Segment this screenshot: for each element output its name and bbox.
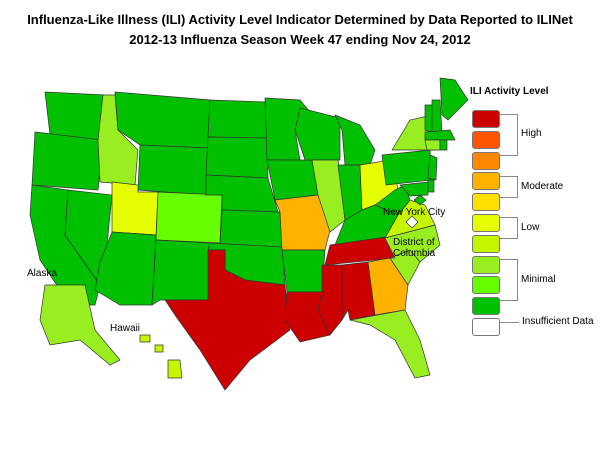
state-DE (427, 179, 435, 193)
legend-swatch-level-1 (472, 297, 500, 316)
label-hawaii: Hawaii (110, 323, 141, 334)
state-PA (381, 149, 433, 186)
legend-high: High (521, 128, 542, 139)
bracket-minimal (499, 259, 518, 301)
legend-swatch-level-5 (472, 214, 500, 232)
state-NC (384, 224, 441, 263)
state-OR (31, 131, 104, 191)
state-HI (154, 344, 164, 353)
legend-swatch-level-0 (472, 318, 500, 336)
state-MA (424, 129, 456, 141)
state-SD (205, 136, 269, 179)
bracket-moderate (499, 176, 518, 198)
bracket-high (499, 114, 518, 156)
state-AZ (94, 231, 157, 306)
state-NM (151, 239, 211, 306)
state-TX (164, 249, 291, 391)
state-AR (281, 249, 326, 293)
legend-swatch-level-2 (472, 276, 500, 295)
legend-swatch-level-7 (472, 172, 500, 191)
map-subtitle: 2012-13 Influenza Season Week 47 ending … (129, 32, 471, 47)
legend-swatch-level-10 (472, 110, 500, 128)
state-FL (349, 309, 431, 379)
bracket-insufficient (499, 322, 519, 323)
state-HI (139, 334, 151, 343)
legend-low: Low (521, 222, 540, 233)
legend-minimal: Minimal (521, 274, 556, 285)
state-ND (207, 99, 268, 139)
bracket-low (499, 217, 518, 239)
legend-swatch-level-4 (472, 234, 500, 253)
legend-swatch-level-3 (472, 255, 500, 274)
state-HI (167, 359, 183, 379)
label-nyc: New York City (383, 207, 446, 218)
legend-swatch-level-8 (472, 151, 500, 170)
legend-swatch-level-6 (472, 193, 500, 212)
state-IA (266, 159, 319, 201)
state-CT (424, 139, 441, 151)
state-RI (439, 139, 448, 151)
state-NH (431, 99, 443, 133)
state-NJ (427, 154, 438, 181)
legend-moderate: Moderate (521, 181, 564, 192)
state-ME (439, 77, 469, 121)
state-KS (219, 209, 283, 248)
legend-swatch-level-9 (472, 130, 500, 149)
map-title: Influenza-Like Illness (ILI) Activity Le… (27, 12, 573, 27)
state-WY (137, 144, 209, 196)
label-dc: District of Columbia (393, 237, 436, 259)
state-AK (39, 284, 121, 366)
state-IL (311, 159, 346, 233)
state-MT (114, 91, 211, 149)
state-WI (294, 107, 341, 161)
marker-NYC (413, 194, 427, 206)
state-MD (399, 181, 429, 197)
legend-title: ILI Activity Level (470, 86, 549, 97)
state-WA (44, 91, 106, 141)
label-alaska: Alaska (27, 268, 58, 279)
marker-DC (405, 215, 419, 229)
state-MI (334, 114, 376, 166)
state-VT (424, 104, 433, 133)
legend-insufficient: Insufficient Data (522, 316, 594, 327)
state-CO (155, 191, 223, 244)
state-GA (367, 257, 409, 316)
